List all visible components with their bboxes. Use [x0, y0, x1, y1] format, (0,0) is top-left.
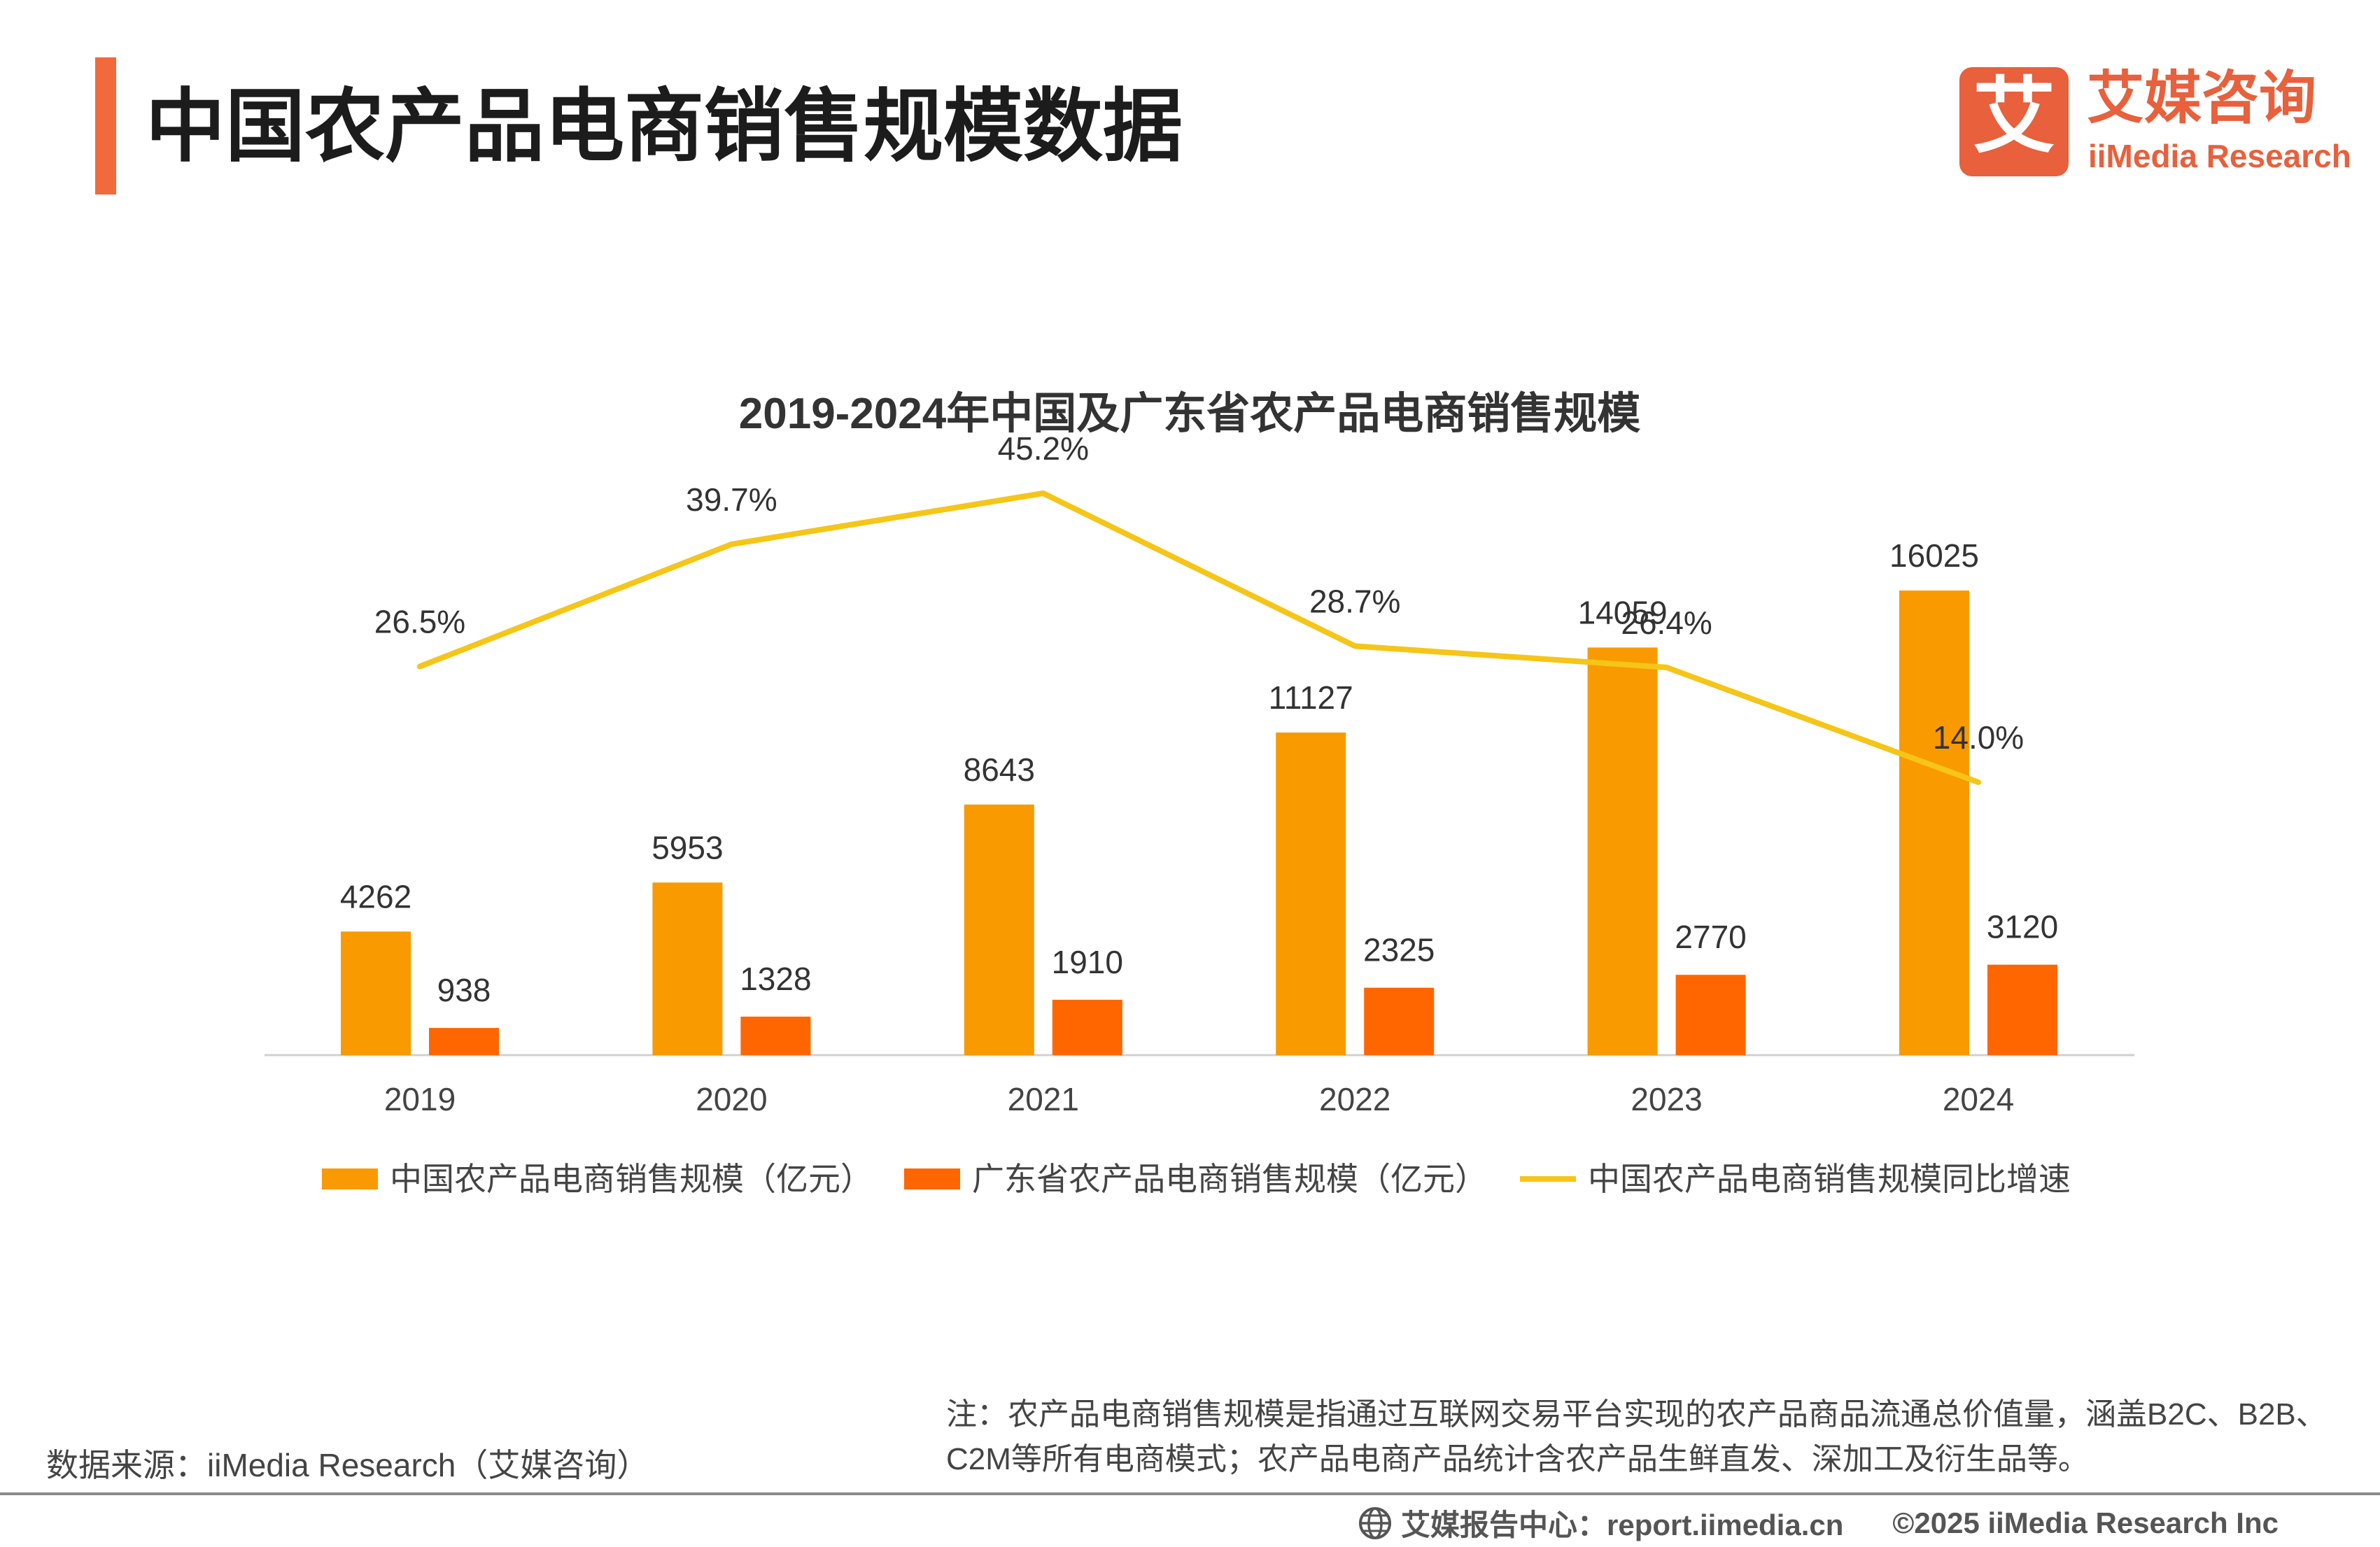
- legend-label-growth: 中国农产品电商销售规模同比增速: [1588, 1161, 2071, 1197]
- chart-title: 2019-2024年中国及广东省农产品电商销售规模: [739, 390, 1641, 438]
- x-tick-label-2021: 2021: [1008, 1081, 1079, 1117]
- bar-guangdong-2020: [740, 1016, 811, 1055]
- logo-mark: 艾: [1959, 67, 2069, 176]
- legend-swatch-guangdong: [904, 1168, 960, 1189]
- growth-label-2023: 26.4%: [1621, 605, 1712, 641]
- legend-swatch-china: [322, 1168, 378, 1189]
- legend-label-guangdong: 广东省农产品电商销售规模（亿元）: [972, 1161, 1487, 1197]
- bar-china-2023: [1587, 647, 1658, 1055]
- globe-icon: [1359, 1506, 1391, 1539]
- data-label-china-2021: 8643: [964, 751, 1035, 788]
- data-label-guangdong-2023: 2770: [1675, 919, 1746, 955]
- footnote: 注：农产品电商销售规模是指通过互联网交易平台实现的农产品商品流通总价值量，涵盖B…: [946, 1397, 2327, 1476]
- logo-name-en: iiMedia Research: [2088, 138, 2351, 174]
- legend-label-china: 中国农产品电商销售规模（亿元）: [390, 1161, 873, 1197]
- growth-label-2019: 26.5%: [374, 604, 465, 640]
- x-tick-label-2019: 2019: [384, 1081, 456, 1117]
- bar-guangdong-2022: [1364, 987, 1435, 1055]
- page-title: 中国农产品电商销售规模数据: [146, 83, 1183, 171]
- data-label-china-2020: 5953: [652, 829, 723, 866]
- data-label-guangdong-2022: 2325: [1363, 932, 1435, 968]
- footer: 艾媒报告中心：report.iimedia.cn ©2025 iiMedia R…: [1358, 1502, 2279, 1544]
- x-tick-label-2024: 2024: [1943, 1081, 2014, 1117]
- bar-china-2022: [1276, 732, 1346, 1055]
- bar-guangdong-2024: [1987, 964, 2057, 1055]
- bar-guangdong-2021: [1052, 999, 1122, 1055]
- title-accent-bar: [95, 57, 116, 195]
- data-label-guangdong-2019: 938: [437, 972, 491, 1008]
- data-label-guangdong-2021: 1910: [1052, 944, 1123, 980]
- bar-guangdong-2019: [429, 1028, 499, 1055]
- data-label-china-2019: 4262: [340, 878, 411, 914]
- footer-divider: [0, 1492, 2380, 1495]
- logo-glyph: 艾: [1972, 71, 2055, 163]
- data-source: 数据来源：iiMedia Research（艾媒咨询）: [46, 1447, 649, 1483]
- copyright: ©2025 iiMedia Research Inc: [1892, 1506, 2279, 1539]
- growth-label-2022: 28.7%: [1309, 583, 1400, 619]
- iimedia-logo: 艾 艾媒咨询 iiMedia Research: [1959, 67, 2351, 179]
- data-label-china-2022: 11127: [1269, 679, 1353, 716]
- bar-china-2024: [1899, 591, 1969, 1055]
- growth-rate-line: [417, 490, 1981, 785]
- data-label-guangdong-2020: 1328: [740, 961, 811, 997]
- growth-label-2021: 45.2%: [998, 430, 1089, 467]
- bar-china-2021: [964, 804, 1034, 1055]
- combo-chart: 2019-2024年中国及广东省农产品电商销售规模 4262 938 2019 5953…: [265, 390, 2134, 1197]
- data-label-china-2023: 14059: [1578, 594, 1668, 630]
- x-tick-label-2023: 2023: [1631, 1081, 1702, 1117]
- logo-name-cn: 艾媒咨询: [2087, 66, 2317, 130]
- data-label-china-2024: 16025: [1889, 537, 1979, 574]
- growth-label-2024: 14.0%: [1933, 719, 2024, 756]
- data-label-guangdong-2024: 3120: [1987, 909, 2058, 945]
- bar-china-2019: [341, 931, 411, 1055]
- bar-china-2020: [652, 882, 723, 1055]
- report-center-link[interactable]: 艾媒报告中心：report.iimedia.cn: [1401, 1509, 1844, 1541]
- bar-guangdong-2023: [1675, 975, 1746, 1055]
- x-tick-label-2020: 2020: [696, 1081, 767, 1117]
- x-tick-label-2022: 2022: [1319, 1081, 1390, 1117]
- growth-label-2020: 39.7%: [686, 481, 777, 518]
